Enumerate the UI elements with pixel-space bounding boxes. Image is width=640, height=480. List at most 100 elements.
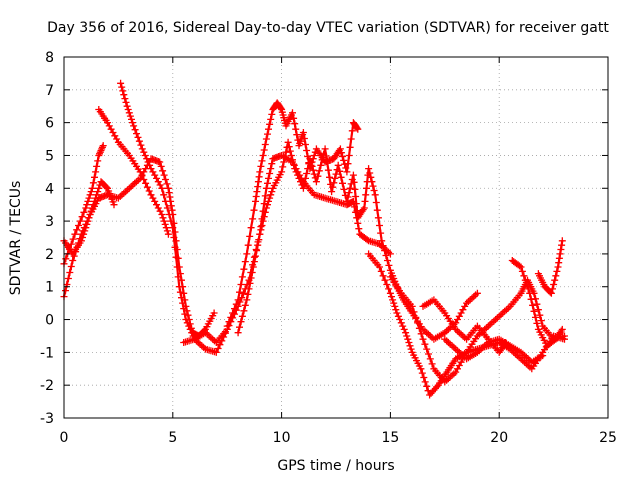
data-point bbox=[527, 295, 535, 303]
data-point bbox=[102, 183, 110, 191]
data-point bbox=[377, 267, 385, 275]
data-point bbox=[425, 350, 432, 358]
data-point bbox=[85, 214, 93, 222]
data-point bbox=[80, 230, 88, 238]
data-point bbox=[77, 237, 85, 245]
data-point bbox=[337, 149, 345, 157]
data-point bbox=[187, 324, 195, 332]
data-point bbox=[249, 263, 257, 271]
data-point bbox=[66, 269, 74, 276]
data-point bbox=[302, 174, 309, 182]
data-point bbox=[324, 166, 332, 174]
data-point bbox=[374, 214, 382, 222]
data-point bbox=[172, 237, 180, 245]
data-point bbox=[259, 217, 267, 225]
data-point bbox=[252, 252, 259, 260]
data-point bbox=[238, 312, 246, 320]
data-point bbox=[83, 201, 91, 209]
data-point bbox=[390, 299, 398, 307]
y-tick-label: -3 bbox=[40, 411, 54, 427]
data-point bbox=[176, 270, 184, 278]
data-point bbox=[344, 160, 352, 168]
data-point bbox=[346, 143, 354, 151]
data-point bbox=[345, 189, 353, 197]
data-point bbox=[247, 224, 255, 232]
data-point bbox=[87, 207, 95, 215]
data-point bbox=[165, 189, 173, 197]
data-point bbox=[326, 173, 333, 181]
data-point bbox=[558, 325, 566, 333]
y-tick-label: 7 bbox=[45, 83, 54, 99]
data-point bbox=[291, 165, 299, 173]
data-point bbox=[370, 187, 378, 194]
x-tick-label: 0 bbox=[60, 430, 69, 446]
data-point bbox=[376, 222, 383, 229]
data-point bbox=[138, 145, 146, 153]
data-point bbox=[402, 329, 410, 337]
data-point bbox=[171, 228, 179, 236]
data-point bbox=[133, 130, 140, 138]
data-point bbox=[289, 156, 296, 164]
data-point bbox=[295, 174, 303, 182]
data-point bbox=[418, 369, 426, 377]
series-track-8 bbox=[234, 138, 481, 343]
data-point bbox=[355, 225, 363, 233]
data-point bbox=[267, 165, 275, 173]
data-point bbox=[265, 197, 272, 205]
data-point bbox=[237, 318, 245, 326]
data-point bbox=[257, 162, 265, 170]
data-point bbox=[232, 300, 240, 308]
data-point bbox=[240, 307, 248, 315]
data-point bbox=[359, 206, 367, 214]
data-point bbox=[371, 191, 379, 199]
data-point bbox=[329, 183, 337, 191]
data-point bbox=[163, 204, 171, 212]
data-point bbox=[350, 178, 358, 186]
data-point bbox=[69, 235, 77, 243]
data-point bbox=[246, 232, 254, 240]
data-point bbox=[340, 185, 348, 193]
data-point bbox=[265, 174, 272, 182]
data-point bbox=[363, 236, 371, 244]
data-point bbox=[517, 263, 525, 271]
data-point bbox=[135, 137, 143, 145]
data-point bbox=[366, 169, 374, 177]
data-point bbox=[73, 226, 81, 234]
data-point bbox=[555, 254, 563, 262]
data-point bbox=[340, 156, 348, 164]
data-point bbox=[162, 224, 170, 232]
data-point bbox=[400, 325, 408, 333]
data-point bbox=[351, 185, 359, 193]
data-point bbox=[551, 276, 559, 284]
data-point bbox=[145, 187, 153, 195]
data-point bbox=[555, 259, 563, 267]
data-point bbox=[245, 285, 253, 293]
data-point bbox=[167, 202, 175, 210]
data-point bbox=[236, 323, 243, 331]
data-point bbox=[123, 102, 131, 110]
data-point bbox=[289, 109, 296, 117]
data-point bbox=[549, 285, 556, 293]
data-point bbox=[156, 158, 164, 166]
data-point bbox=[303, 170, 311, 177]
data-point bbox=[382, 252, 390, 259]
data-point bbox=[122, 98, 130, 106]
data-point bbox=[406, 342, 414, 350]
data-point bbox=[238, 273, 246, 281]
data-point bbox=[521, 276, 529, 284]
data-point bbox=[137, 141, 145, 149]
data-point bbox=[167, 197, 175, 205]
data-point bbox=[408, 302, 416, 310]
data-point bbox=[321, 145, 329, 153]
data-point bbox=[94, 157, 102, 165]
data-point bbox=[379, 272, 387, 280]
data-point bbox=[254, 183, 262, 191]
data-point bbox=[346, 184, 354, 192]
data-point bbox=[300, 135, 308, 142]
data-point bbox=[352, 200, 360, 208]
data-point bbox=[223, 322, 231, 330]
data-point bbox=[407, 345, 415, 353]
data-point bbox=[332, 170, 340, 178]
data-point bbox=[553, 267, 561, 275]
x-tick-label: 10 bbox=[273, 430, 291, 446]
